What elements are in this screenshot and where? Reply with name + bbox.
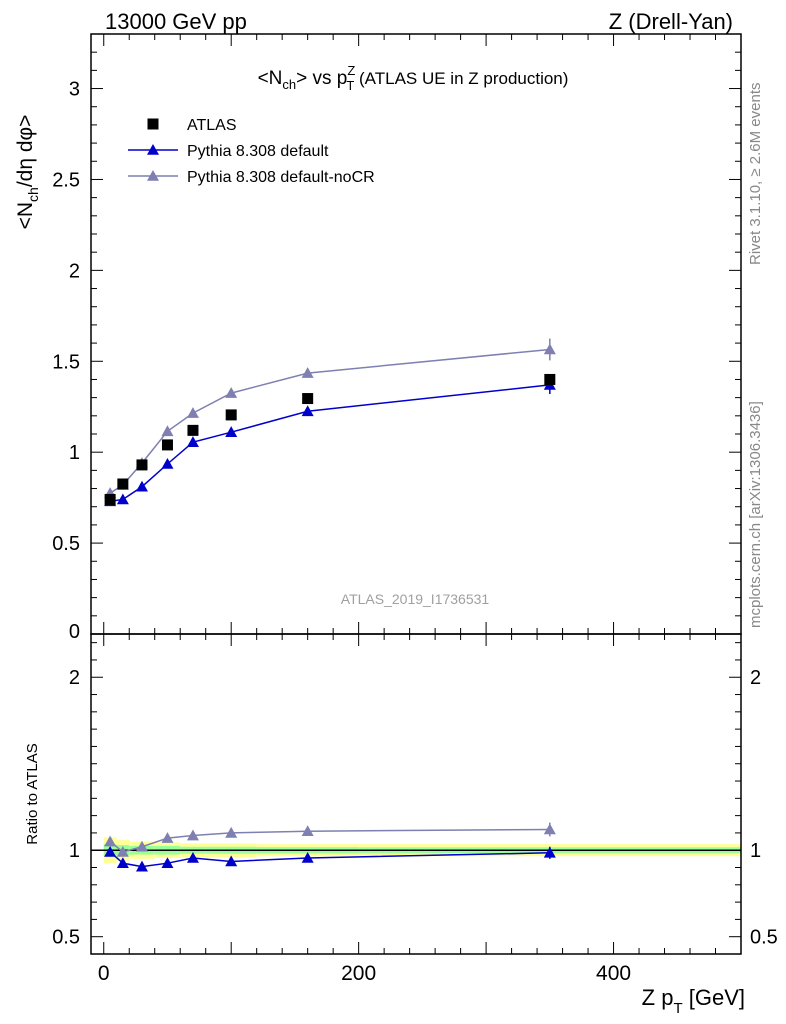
ratio-point-1 [225, 826, 238, 838]
chart-marks-layer: 0 200 400 0 0.5 1 1.5 2 2.5 3 0.5 0.5 1 1 2 2 [52, 33, 778, 985]
xlabel-main: Z p [642, 985, 674, 1010]
series-point-1 [135, 480, 148, 492]
series-point-2 [543, 343, 556, 355]
series-point-1 [161, 458, 174, 469]
legend-label-pythia-default: Pythia 8.308 default [187, 143, 329, 160]
ratio-point-1 [301, 825, 314, 836]
ratio-point-1 [104, 835, 117, 847]
data-point [104, 493, 116, 505]
data-point [161, 439, 173, 451]
ratio-point-0 [135, 860, 148, 872]
series-point-1 [116, 493, 129, 505]
ratio-plot-frame [90, 633, 742, 955]
x-axis-label: Z pT [GeV] [642, 985, 745, 1017]
y-tick-label: 3 [69, 79, 80, 101]
ratio-point-0 [543, 846, 556, 858]
y-tick-label: 0.5 [52, 533, 80, 555]
ratio-y-tick-label-right: 2 [750, 667, 761, 689]
header-right: Z (Drell-Yan) [609, 9, 733, 34]
ratio-y-tick-label: 2 [69, 667, 80, 689]
xlabel-sub: T [673, 1000, 682, 1017]
series-point-2 [186, 407, 199, 418]
title-mid: > vs p [296, 68, 347, 89]
y-tick-label: 1 [69, 442, 80, 464]
series-line-1 [110, 384, 550, 503]
ratio-point-0 [301, 852, 314, 863]
ylabel-post: /dη dφ> [14, 115, 37, 188]
x-tick-label: 0 [98, 962, 110, 985]
data-point [225, 409, 237, 421]
y-tick-label: 1.5 [52, 351, 80, 373]
rivet-label: Rivet 3.1.10, ≥ 2.6M events [747, 83, 764, 266]
series-point-2 [161, 425, 174, 437]
ratio-y-axis-label: Ratio to ATLAS [24, 743, 41, 844]
y-axis-label: <Nch/dη dφ> [14, 115, 41, 230]
title-sup: Z [347, 63, 355, 78]
ratio-point-0 [104, 845, 117, 857]
data-point [187, 424, 199, 436]
ratio-point-0 [116, 857, 129, 868]
ratio-point-0 [161, 857, 174, 868]
ylabel-sub: ch [25, 187, 41, 202]
data-point [117, 478, 129, 490]
ratio-line-1 [109, 828, 550, 853]
y-tick-label: 2 [69, 260, 80, 282]
analysis-label: ATLAS_2019_I1736531 [341, 591, 490, 607]
y-tick-label: 2.5 [52, 169, 80, 191]
series-point-1 [301, 405, 314, 417]
ratio-y-tick-label: 1 [69, 840, 80, 862]
ratio-y-tick-label: 0.5 [52, 927, 80, 949]
ratio-y-tick-label-right: 0.5 [750, 927, 778, 949]
data-point [302, 393, 314, 405]
ratio-point-1 [186, 829, 199, 841]
legend-marker-pythia-nocr [147, 170, 159, 181]
title-main: <N [258, 68, 283, 89]
ratio-point-1 [543, 823, 556, 835]
title-rest: (ATLAS UE in Z production) [354, 69, 568, 88]
series-point-1 [225, 426, 238, 437]
title-main-sub: ch [282, 77, 296, 92]
ratio-point-1 [116, 845, 129, 857]
title-sub: T [346, 78, 354, 93]
data-point [136, 459, 148, 471]
legend-marker-pythia-default [147, 144, 159, 155]
legend-marker-atlas [147, 118, 159, 130]
chart-title: <Nch> vs pZ T (ATLAS UE in Z production) [258, 63, 569, 93]
series-line-2 [109, 348, 550, 494]
x-tick-label: 400 [596, 962, 631, 985]
data-point [544, 373, 556, 385]
ratio-point-1 [135, 840, 148, 852]
ratio-point-0 [186, 852, 199, 863]
ylabel-pre: <N [14, 202, 37, 229]
x-tick-label: 200 [341, 962, 376, 985]
legend-label-pythia-nocr: Pythia 8.308 default-noCR [187, 169, 375, 186]
series-point-1 [186, 436, 199, 447]
legend-label-atlas: ATLAS [187, 117, 237, 134]
series-point-2 [301, 367, 314, 378]
xlabel-rest: [GeV] [683, 985, 745, 1010]
header-left: 13000 GeV pp [105, 9, 247, 34]
mcplots-label: mcplots.cern.ch [arXiv:1306.3436] [747, 401, 764, 628]
y-tick-label: 0 [69, 621, 80, 643]
ratio-point-1 [161, 832, 174, 843]
ratio-y-tick-label-right: 1 [750, 840, 761, 862]
series-point-2 [225, 387, 238, 398]
ratio-point-0 [225, 855, 238, 867]
